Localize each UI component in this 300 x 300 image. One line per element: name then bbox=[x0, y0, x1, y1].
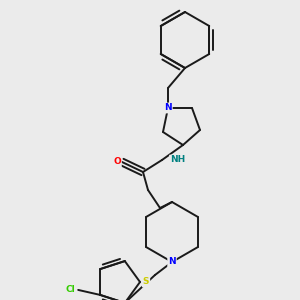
Text: Cl: Cl bbox=[65, 285, 75, 294]
Text: NH: NH bbox=[170, 155, 185, 164]
Text: N: N bbox=[164, 103, 172, 112]
Text: O: O bbox=[113, 158, 121, 166]
Text: N: N bbox=[168, 257, 176, 266]
Text: S: S bbox=[143, 278, 149, 286]
